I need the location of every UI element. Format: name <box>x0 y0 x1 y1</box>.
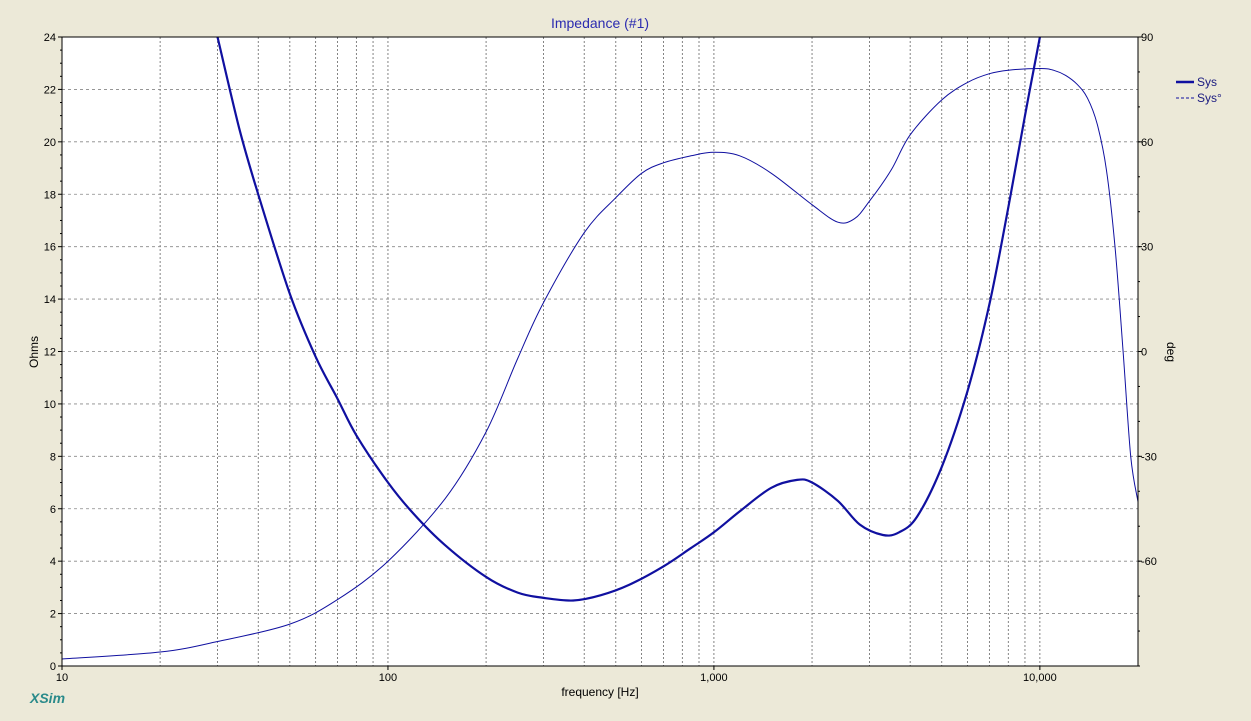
grid <box>62 37 1138 666</box>
y-tick-label: 16 <box>44 242 56 254</box>
y-tick-label: 10 <box>44 399 56 411</box>
legend-label-sys-phase: Sys° <box>1197 91 1222 105</box>
legend: Sys Sys° <box>1176 75 1222 105</box>
x-tick-label: 100 <box>379 672 397 684</box>
brand-logo: XSim <box>29 690 65 706</box>
y-tick-label: 12 <box>44 347 56 359</box>
legend-label-sys: Sys <box>1197 75 1217 89</box>
tick-marks <box>58 36 1142 670</box>
y-tick-label: 20 <box>44 137 56 149</box>
y-tick-label: 4 <box>50 556 56 568</box>
series-sys-phase-line <box>62 67 1138 660</box>
y2-axis-label: deg <box>1164 342 1178 362</box>
y-tick-label: 8 <box>50 451 56 463</box>
chart-title: Impedance (#1) <box>551 15 649 31</box>
y-tick-label: 0 <box>50 661 56 673</box>
y2-tick-label: 90 <box>1141 32 1153 44</box>
y2-tick-label: 30 <box>1141 242 1153 254</box>
y2-tick-label: 0 <box>1141 347 1147 359</box>
series-layer <box>62 37 1138 660</box>
y2-tick-label: 60 <box>1141 137 1153 149</box>
x-tick-label: 10 <box>56 672 68 684</box>
x-tick-label: 1,000 <box>700 672 728 684</box>
y-tick-label: 18 <box>44 189 56 201</box>
series-sys-impedance-line <box>216 37 1041 602</box>
x-tick-label: 10,000 <box>1023 672 1057 684</box>
x-axis-label: frequency [Hz] <box>561 685 638 699</box>
y-tick-label: 14 <box>44 294 56 306</box>
y-tick-label: 6 <box>50 504 56 516</box>
y-axis-label: Ohms <box>27 336 41 368</box>
y2-tick-label: -60 <box>1141 556 1157 568</box>
y-tick-label: 24 <box>44 32 56 44</box>
y-tick-label: 22 <box>44 84 56 96</box>
y2-tick-label: -30 <box>1141 451 1157 463</box>
y-tick-label: 2 <box>50 609 56 621</box>
